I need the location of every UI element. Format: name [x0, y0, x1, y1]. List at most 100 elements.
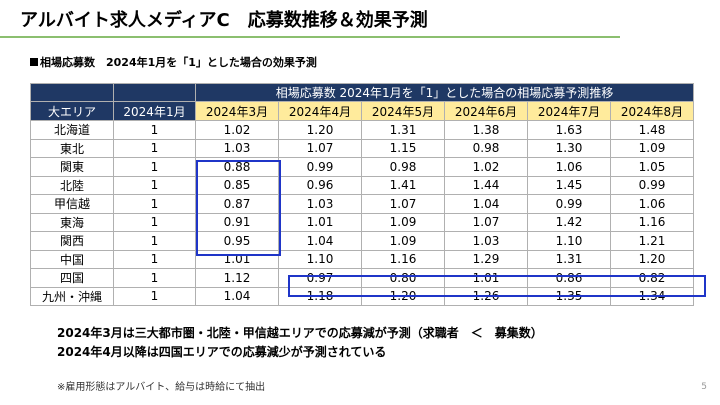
- value-cell: 1.07: [278, 138, 362, 158]
- region-cell: 九州・沖縄: [30, 286, 114, 306]
- value-cell: 1.03: [278, 194, 362, 214]
- value-cell: 1.09: [361, 212, 445, 232]
- value-cell: 0.86: [527, 268, 611, 288]
- base-value-cell: 1: [113, 175, 196, 195]
- value-cell: 1.26: [444, 286, 528, 306]
- value-cell: 1.03: [444, 231, 528, 251]
- value-cell: 1.16: [609, 212, 695, 232]
- column-header-month: 2024年4月: [278, 101, 362, 121]
- page-number: 5: [701, 382, 707, 392]
- value-cell: 1.63: [527, 120, 611, 140]
- table-row: 九州・沖縄 1 1.04 1.18 1.20 1.26 1.35 1.34: [30, 286, 695, 306]
- value-cell: 1.06: [609, 194, 695, 214]
- table-row: 東海 1 0.91 1.01 1.09 1.07 1.42 1.16: [30, 212, 695, 232]
- base-value-cell: 1: [113, 231, 196, 251]
- value-cell: 1.06: [527, 157, 611, 177]
- section-subtitle-text: 相場応募数 2024年1月を「1」とした場合の効果予測: [40, 56, 317, 69]
- forecast-table: 相場応募数 2024年1月を「1」とした場合の相場応募予測推移 大エリア 202…: [30, 83, 695, 306]
- value-cell: 1.44: [444, 175, 528, 195]
- value-cell: 0.82: [609, 268, 695, 288]
- table-row: 東北 1 1.03 1.07 1.15 0.98 1.30 1.09: [30, 138, 695, 158]
- page-title: アルバイト求人メディアC 応募数推移＆効果予測: [20, 10, 428, 31]
- region-cell: 中国: [30, 249, 114, 269]
- value-cell: 1.48: [609, 120, 695, 140]
- value-cell: 1.04: [444, 194, 528, 214]
- value-cell: 1.20: [278, 120, 362, 140]
- value-cell: 1.16: [361, 249, 445, 269]
- value-cell: 1.10: [527, 231, 611, 251]
- value-cell: 1.20: [609, 249, 695, 269]
- value-cell: 1.07: [361, 194, 445, 214]
- table-row: 関西 1 0.95 1.04 1.09 1.03 1.10 1.21: [30, 231, 695, 251]
- value-cell: 1.21: [609, 231, 695, 251]
- region-cell: 東北: [30, 138, 114, 158]
- square-bullet-icon: [30, 58, 38, 66]
- column-header-month: 2024年7月: [527, 101, 611, 121]
- value-cell: 1.01: [278, 212, 362, 232]
- table-row: 甲信越 1 0.87 1.03 1.07 1.04 0.99 1.06: [30, 194, 695, 214]
- region-cell: 関東: [30, 157, 114, 177]
- base-value-cell: 1: [113, 212, 196, 232]
- value-cell: 1.09: [609, 138, 695, 158]
- region-cell: 四国: [30, 268, 114, 288]
- region-cell: 北陸: [30, 175, 114, 195]
- base-value-cell: 1: [113, 286, 196, 306]
- value-cell: 1.02: [195, 120, 279, 140]
- value-cell: 0.99: [609, 175, 695, 195]
- base-value-cell: 1: [113, 194, 196, 214]
- value-cell: 1.07: [444, 212, 528, 232]
- value-cell: 0.99: [527, 194, 611, 214]
- value-cell: 0.98: [444, 138, 528, 158]
- table-row: 中国 1 1.01 1.10 1.16 1.29 1.31 1.20: [30, 249, 695, 269]
- note-line-2: 2024年4月以降は四国エリアでの応募減少が予測されている: [57, 345, 387, 359]
- column-header-month: 2024年3月: [195, 101, 279, 121]
- base-value-cell: 1: [113, 120, 196, 140]
- value-cell: 1.02: [444, 157, 528, 177]
- value-cell: 0.98: [361, 157, 445, 177]
- table-corner-cell: [30, 83, 114, 102]
- value-cell: 0.91: [195, 212, 279, 232]
- table-banner-row: 相場応募数 2024年1月を「1」とした場合の相場応募予測推移: [30, 83, 695, 102]
- value-cell: 0.95: [195, 231, 279, 251]
- base-value-cell: 1: [113, 138, 196, 158]
- value-cell: 1.09: [361, 231, 445, 251]
- value-cell: 1.45: [527, 175, 611, 195]
- value-cell: 1.31: [527, 249, 611, 269]
- table-corner-cell: [113, 83, 196, 102]
- value-cell: 1.29: [444, 249, 528, 269]
- table-header-row: 大エリア 2024年1月 2024年3月 2024年4月 2024年5月 202…: [30, 101, 695, 121]
- value-cell: 1.04: [195, 286, 279, 306]
- region-cell: 関西: [30, 231, 114, 251]
- base-value-cell: 1: [113, 157, 196, 177]
- value-cell: 1.03: [195, 138, 279, 158]
- region-cell: 東海: [30, 212, 114, 232]
- footnote: ※雇用形態はアルバイト、給与は時給にて抽出: [57, 382, 266, 393]
- column-header-month: 2024年5月: [361, 101, 445, 121]
- table-row: 四国 1 1.12 0.97 0.80 1.01 0.86 0.82: [30, 268, 695, 288]
- title-divider: [0, 36, 620, 38]
- value-cell: 0.97: [278, 268, 362, 288]
- table-row: 北海道 1 1.02 1.20 1.31 1.38 1.63 1.48: [30, 120, 695, 140]
- value-cell: 1.34: [609, 286, 695, 306]
- column-header-region: 大エリア: [30, 101, 114, 121]
- value-cell: 1.31: [361, 120, 445, 140]
- base-value-cell: 1: [113, 249, 196, 269]
- region-cell: 北海道: [30, 120, 114, 140]
- value-cell: 0.99: [278, 157, 362, 177]
- value-cell: 1.04: [278, 231, 362, 251]
- value-cell: 1.12: [195, 268, 279, 288]
- region-cell: 甲信越: [30, 194, 114, 214]
- note-line-1: 2024年3月は三大都市圏・北陸・甲信越エリアでの応募減が予測（求職者 ＜ 募集…: [57, 326, 543, 340]
- value-cell: 0.88: [195, 157, 279, 177]
- value-cell: 1.01: [444, 268, 528, 288]
- value-cell: 0.80: [361, 268, 445, 288]
- base-value-cell: 1: [113, 268, 196, 288]
- value-cell: 0.96: [278, 175, 362, 195]
- value-cell: 1.20: [361, 286, 445, 306]
- value-cell: 1.41: [361, 175, 445, 195]
- table-row: 北陸 1 0.85 0.96 1.41 1.44 1.45 0.99: [30, 175, 695, 195]
- value-cell: 1.42: [527, 212, 611, 232]
- value-cell: 1.35: [527, 286, 611, 306]
- table-banner: 相場応募数 2024年1月を「1」とした場合の相場応募予測推移: [194, 83, 695, 102]
- value-cell: 1.38: [444, 120, 528, 140]
